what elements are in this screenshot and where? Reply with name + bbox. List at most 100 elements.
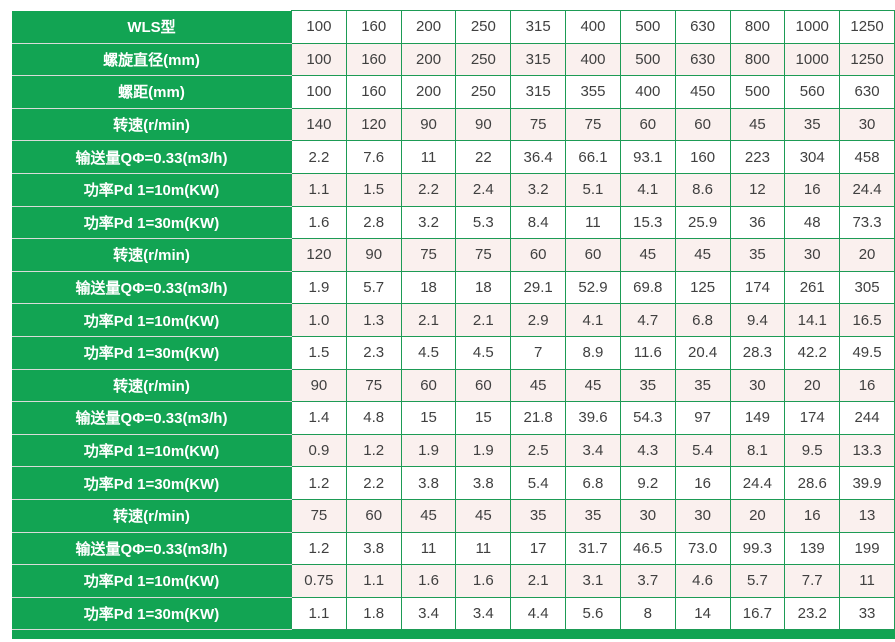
table-cell: 60 [674, 107, 731, 142]
table-row: 功率Pd 1=30m(KW) 1.5 2.3 4.5 4.5 7 8.9 11.6 20.4 28… [12, 335, 895, 370]
table-cell: 630 [674, 42, 731, 77]
table-cell: 120 [345, 107, 402, 142]
table-cell: 7.6 [345, 140, 402, 174]
table-cell: 200 [400, 10, 457, 44]
table-row: 转速(r/min) 120 90 75 75 60 60 45 45 35 30 20 [12, 238, 895, 272]
table-cell: 3.8 [400, 466, 457, 500]
table-cell: 11 [565, 205, 621, 240]
table-cell: 1.1 [345, 564, 402, 598]
table-cell: 15.3 [619, 205, 676, 240]
table-cell: 250 [455, 42, 512, 77]
spec-table-body: WLS型 100 160 200 250 315 400 500 630 800 1000 1250 螺… [12, 10, 895, 631]
table-cell: 3.8 [455, 466, 512, 500]
table-cell: 174 [729, 270, 786, 305]
table-cell: 100 [291, 75, 347, 109]
table-cell: 73.3 [839, 205, 895, 240]
table-cell: 60 [510, 238, 567, 272]
table-cell: 28.6 [784, 466, 841, 500]
table-cell: 16 [839, 368, 895, 403]
table-cell: 11.6 [619, 335, 676, 370]
table-cell: 31.7 [565, 531, 621, 566]
table-cell: 13 [839, 498, 895, 533]
table-cell: 6.8 [674, 303, 731, 337]
table-row: 功率Pd 1=30m(KW) 1.6 2.8 3.2 5.3 8.4 11 15.3 25.9 3… [12, 205, 895, 240]
table-cell: 2.9 [510, 303, 567, 337]
table-cell: 1.2 [345, 433, 402, 468]
table-cell: 4.1 [565, 303, 621, 337]
table-cell: 73.0 [674, 531, 731, 566]
table-cell: 1.8 [345, 596, 402, 631]
table-cell: 45 [455, 498, 512, 533]
table-cell: 16.7 [729, 596, 786, 631]
table-cell: 45 [674, 238, 731, 272]
row-label: 功率Pd 1=10m(KW) [12, 303, 292, 337]
table-cell: 1.9 [400, 433, 457, 468]
table-cell: 39.9 [839, 466, 895, 500]
table-cell: 15 [400, 401, 457, 435]
table-cell: 3.7 [619, 564, 676, 598]
table-cell: 33 [839, 596, 895, 631]
table-cell: 3.4 [400, 596, 457, 631]
table-cell: 22 [455, 140, 512, 174]
table-bottom-bar [12, 630, 895, 640]
table-cell: 36 [729, 205, 786, 240]
table-row: 功率Pd 1=10m(KW) 0.9 1.2 1.9 1.9 2.5 3.4 4.3 5.4 8.… [12, 433, 895, 468]
table-cell: 1.1 [291, 596, 347, 631]
table-cell: 30 [784, 238, 841, 272]
table-cell: 9.4 [729, 303, 786, 337]
table-cell: 199 [839, 531, 895, 566]
table-cell: 24.4 [729, 466, 786, 500]
table-cell: 125 [674, 270, 731, 305]
table-cell: 0.9 [291, 433, 347, 468]
table-cell: 149 [729, 401, 786, 435]
table-cell: 500 [619, 10, 676, 44]
table-cell: 7.7 [784, 564, 841, 598]
table-cell: 2.2 [291, 140, 347, 174]
table-cell: 30 [729, 368, 786, 403]
table-cell: 11 [455, 531, 512, 566]
table-row: 转速(r/min) 75 60 45 45 35 35 30 30 20 16 13 [12, 498, 895, 533]
table-cell: 16 [674, 466, 731, 500]
table-cell: 28.3 [729, 335, 786, 370]
table-cell: 45 [565, 368, 621, 403]
table-cell: 35 [674, 368, 731, 403]
row-label: 螺旋直径(mm) [12, 42, 292, 77]
table-row: 功率Pd 1=10m(KW) 0.75 1.1 1.6 1.6 2.1 3.1 3.7 4.6 5… [12, 564, 895, 598]
table-cell: 30 [839, 107, 895, 142]
table-cell: 45 [619, 238, 676, 272]
table-cell: 5.7 [729, 564, 786, 598]
table-cell: 45 [510, 368, 567, 403]
row-label: 输送量QΦ=0.33(m3/h) [12, 140, 292, 174]
row-label: 功率Pd 1=10m(KW) [12, 433, 292, 468]
row-label: 螺距(mm) [12, 75, 292, 109]
table-cell: 3.2 [400, 205, 457, 240]
row-label: 功率Pd 1=30m(KW) [12, 335, 292, 370]
table-cell: 1250 [839, 10, 895, 44]
table-cell: 160 [345, 42, 402, 77]
table-cell: 400 [565, 42, 621, 77]
table-cell: 75 [291, 498, 347, 533]
table-row: 输送量QΦ=0.33(m3/h) 2.2 7.6 11 22 36.4 66.1 93.1 16… [12, 140, 895, 174]
table-cell: 4.6 [674, 564, 731, 598]
table-cell: 458 [839, 140, 895, 174]
table-cell: 20 [839, 238, 895, 272]
table-cell: 60 [619, 107, 676, 142]
table-cell: 250 [455, 10, 512, 44]
table-cell: 54.3 [619, 401, 676, 435]
row-label: 转速(r/min) [12, 368, 292, 403]
table-cell: 8.4 [510, 205, 567, 240]
table-cell: 45 [400, 498, 457, 533]
table-cell: 1000 [784, 42, 841, 77]
table-cell: 35 [565, 498, 621, 533]
row-label: 功率Pd 1=10m(KW) [12, 564, 292, 598]
table-cell: 1.2 [291, 531, 347, 566]
table-cell: 800 [729, 42, 786, 77]
table-cell: 1250 [839, 42, 895, 77]
wls-spec-table: WLS型 100 160 200 250 315 400 500 630 800 1000 1250 螺… [12, 10, 895, 631]
table-cell: 400 [619, 75, 676, 109]
table-cell: 630 [839, 75, 895, 109]
table-cell: 1.9 [455, 433, 512, 468]
table-cell: 75 [400, 238, 457, 272]
table-cell: 11 [400, 531, 457, 566]
table-cell: 66.1 [565, 140, 621, 174]
